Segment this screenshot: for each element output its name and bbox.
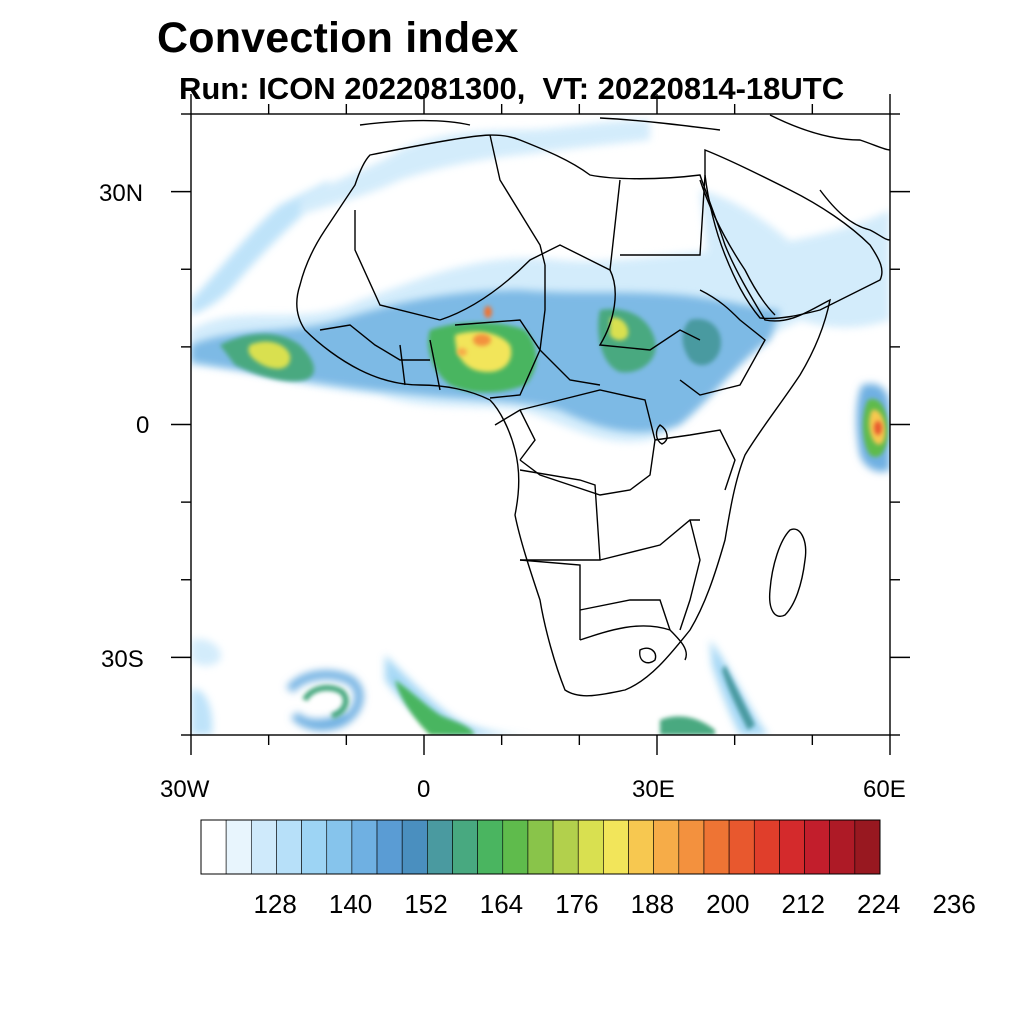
south-africa-border: [579, 625, 687, 661]
convection-south-cyclone-inner: [302, 684, 349, 719]
africa-coastline: [296, 134, 831, 697]
convection-madagascar-band: [710, 640, 770, 735]
chad-car-border: [539, 265, 601, 386]
colorbar-label: 224: [857, 889, 901, 919]
ethiopia-border: [679, 289, 766, 396]
arabia-coastline: [704, 148, 883, 320]
mediterranean-europe-coast: [359, 114, 890, 151]
lat-label-0: 0: [136, 412, 150, 439]
lon-label-30e: 30E: [632, 776, 675, 803]
lesotho-outline: [639, 647, 657, 664]
colorbar-label: 140: [328, 889, 373, 919]
drc-border: [519, 389, 656, 496]
convection-southwest-column: [191, 689, 213, 735]
namibia-border: [519, 559, 581, 640]
convection-nigeria-hot: [455, 331, 512, 372]
colorbar-label: 200: [706, 889, 750, 919]
lat-label-30n: 30N: [99, 180, 144, 207]
lakes-outline: [655, 424, 668, 445]
persian-gulf-coast: [819, 189, 890, 241]
sahara-border-1: [354, 210, 441, 321]
chart-title: Convection index: [157, 14, 519, 62]
convection-field: [191, 120, 890, 735]
colorbar-label: 164: [479, 889, 524, 919]
convection-hotspot-niger: [484, 306, 492, 318]
zambia-border: [599, 519, 700, 561]
convection-south-front-core: [395, 680, 475, 735]
convection-south-patch: [660, 716, 715, 735]
convection-hotspot-indian-ocean: [874, 421, 882, 435]
botswana-border: [579, 599, 671, 631]
lon-label-30w: 30W: [160, 776, 210, 803]
colorbar-label: 176: [555, 889, 599, 919]
sahara-border-3: [439, 179, 621, 321]
east-africa-border: [654, 429, 736, 491]
convection-hotspot-benin: [457, 348, 467, 356]
sahara-border-2: [489, 134, 546, 266]
convection-arabia: [700, 190, 890, 328]
colorbar-label: 128: [253, 889, 297, 919]
convection-north-africa-streak: [300, 120, 650, 215]
congo-border: [494, 409, 536, 461]
colorbar-label: 212: [781, 889, 825, 919]
colorbar-label: 188: [630, 889, 675, 919]
colorbar-label: 236: [932, 889, 976, 919]
convection-madagascar-core: [722, 665, 755, 730]
convection-hotspot-nigeria: [473, 334, 491, 346]
convection-atlantic-hot: [248, 341, 291, 369]
lon-label-0: 0: [417, 776, 431, 803]
angola-border: [519, 469, 601, 561]
sudan-border: [620, 174, 706, 256]
red-sea-coast: [699, 179, 776, 316]
convection-southwest-patches: [191, 639, 221, 666]
convection-ethiopia-core: [682, 319, 721, 366]
chart-subtitle: Run: ICON 2022081300, VT: 20220814-18UTC: [179, 71, 845, 106]
madagascar-coastline: [768, 528, 807, 617]
colorbar-label: 152: [404, 889, 448, 919]
convection-atlantic-streak: [191, 180, 330, 315]
coastlines-and-borders: [296, 114, 890, 697]
axis-ticks: [171, 94, 910, 755]
lon-label-60e: 60E: [863, 776, 906, 803]
convection-south-cyclone-outer: [286, 670, 364, 731]
convection-east-hot: [610, 317, 629, 341]
west-africa-border-2: [399, 344, 406, 386]
sudan-south-border: [598, 269, 701, 351]
west-africa-border-1: [319, 324, 430, 361]
lat-label-30s: 30S: [101, 646, 144, 673]
mozambique-border: [679, 519, 701, 631]
west-africa-border-3: [429, 339, 441, 391]
